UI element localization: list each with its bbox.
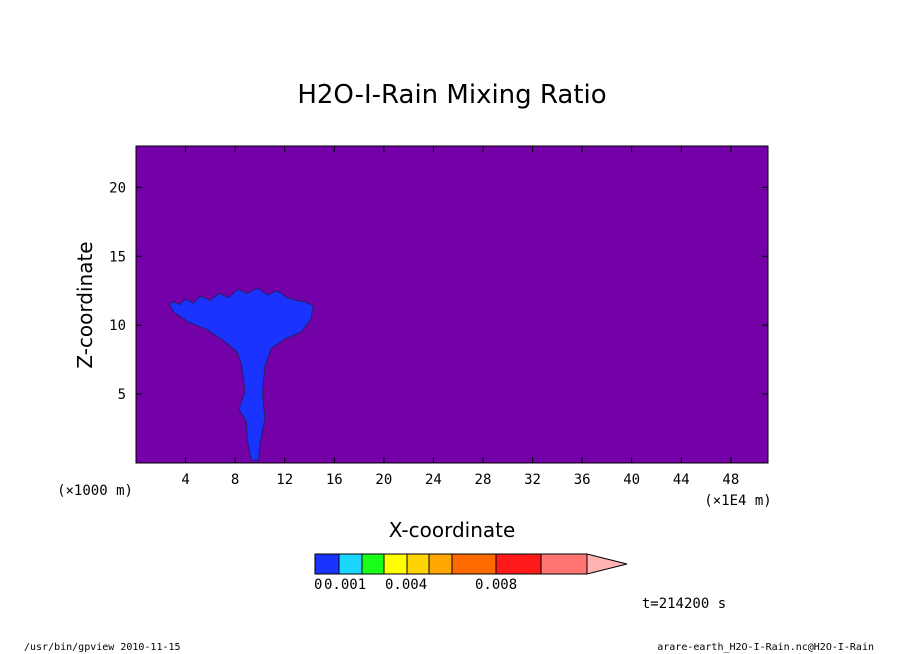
colorbar-segment	[451, 553, 497, 575]
colorbar-segment	[361, 553, 385, 575]
x-tick-label: 44	[673, 472, 690, 488]
x-tick-label: 4	[181, 472, 189, 488]
colorbar-segment	[383, 553, 408, 575]
y-tick-label: 10	[109, 318, 126, 334]
footer-right-text: arare-earth_H2O-I-Rain.nc@H2O-I-Rain	[657, 642, 874, 653]
rain-feature	[168, 287, 314, 461]
colorbar-segment	[406, 553, 430, 575]
y-tick-label: 15	[109, 249, 126, 265]
time-label: t=214200 s	[642, 596, 726, 612]
x-tick-label: 40	[623, 472, 640, 488]
x-axis-ticks: 4 8 12 16 20 24 28 32 36 40 44 48	[181, 146, 739, 488]
x-tick-label: 8	[231, 472, 239, 488]
colorbar-label: 0	[314, 577, 322, 593]
x-tick-label: 32	[524, 472, 541, 488]
rain-plume-contour	[168, 287, 314, 461]
x-tick-label: 36	[574, 472, 591, 488]
colorbar-segment	[540, 553, 588, 575]
x-axis-label: X-coordinate	[389, 518, 516, 542]
chart-title: H2O-I-Rain Mixing Ratio	[297, 80, 606, 110]
y-tick-label: 20	[109, 180, 126, 196]
x-scale-note: (×1000 m)	[57, 483, 133, 499]
plot-frame	[135, 145, 769, 464]
colorbar-extension-arrow	[586, 553, 628, 575]
y-axis-label: Z-coordinate	[73, 241, 97, 368]
x-unit-note: (×1E4 m)	[704, 493, 771, 509]
x-tick-label: 28	[475, 472, 492, 488]
colorbar-label: 0.008	[475, 577, 517, 593]
colorbar-segment	[428, 553, 453, 575]
x-tick-label: 16	[326, 472, 343, 488]
colorbar-segment	[338, 553, 363, 575]
colorbar-label: 0.004	[385, 577, 427, 593]
x-tick-label: 20	[375, 472, 392, 488]
colorbar-segment	[314, 553, 340, 575]
footer-left-text: /usr/bin/gpview 2010-11-15	[24, 642, 181, 653]
colorbar: 0 0.001 0.004 0.008	[314, 553, 628, 593]
colorbar-label: 0.001	[324, 577, 366, 593]
x-tick-label: 24	[425, 472, 442, 488]
x-tick-label: 48	[722, 472, 739, 488]
y-axis-ticks: 5 10 15 20	[109, 180, 768, 403]
x-tick-label: 12	[276, 472, 293, 488]
y-tick-label: 5	[118, 387, 126, 403]
colorbar-segment	[495, 553, 542, 575]
